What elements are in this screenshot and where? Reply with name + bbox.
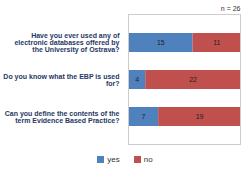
html-text:no: no: [143, 154, 153, 164]
svg-text:4: 4: [135, 76, 139, 83]
svg-text:15: 15: [157, 39, 165, 46]
svg-text:11: 11: [213, 39, 220, 46]
svg-text:n = 26: n = 26: [221, 5, 241, 12]
svg-text:7: 7: [142, 113, 146, 120]
svg-text:22: 22: [189, 76, 197, 83]
svg-text:Have you ever used any ofelect: Have you ever used any ofelectronic data…: [14, 32, 120, 54]
svg-text:Do you know what the EBP is us: Do you know what the EBP is usedfor?: [3, 73, 119, 87]
svg-text:Can you define the contents of: Can you define the contents of theterm E…: [5, 110, 120, 124]
svg-text:19: 19: [196, 113, 204, 120]
html-text:yes: yes: [107, 154, 120, 164]
